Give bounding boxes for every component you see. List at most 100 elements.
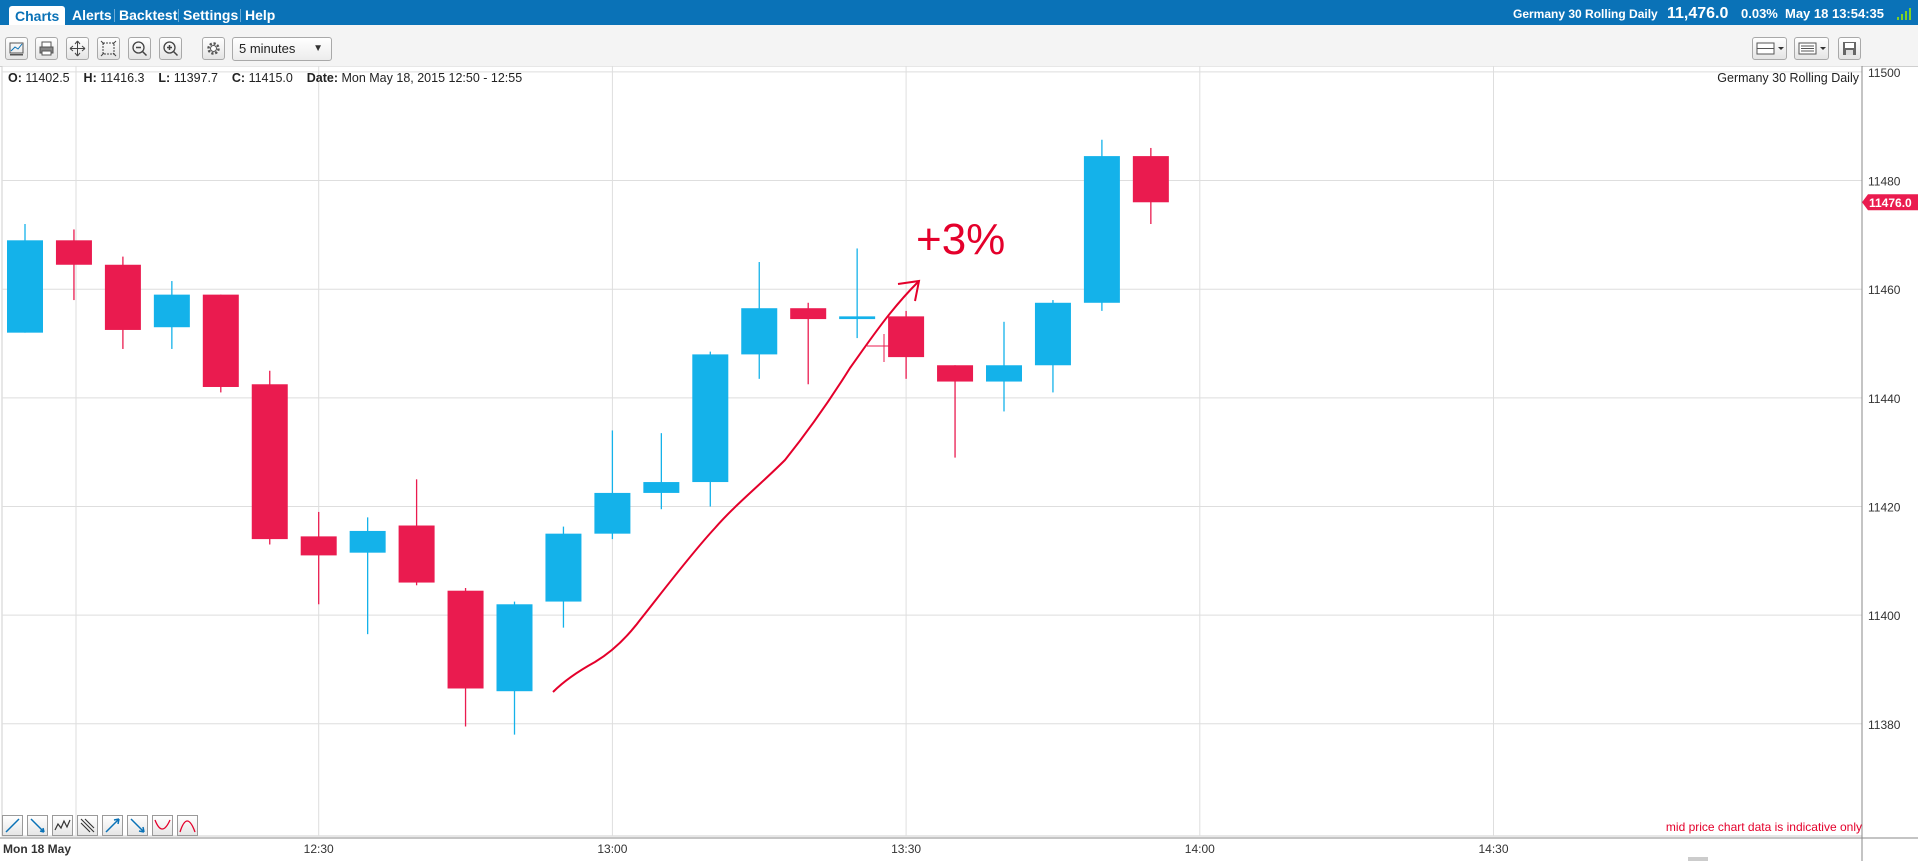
candle[interactable] xyxy=(153,281,190,349)
candle-body xyxy=(251,384,288,540)
candle[interactable] xyxy=(55,229,92,301)
y-tick-label: 11480 xyxy=(1868,175,1901,189)
ray-icon[interactable] xyxy=(27,815,48,836)
candle-body xyxy=(888,316,925,358)
tab-settings[interactable]: Settings xyxy=(183,7,239,23)
candle[interactable] xyxy=(741,262,778,379)
candle-body xyxy=(741,308,778,355)
candle-body xyxy=(692,354,729,483)
candle[interactable] xyxy=(986,321,1022,412)
layout-icon[interactable] xyxy=(1752,37,1787,60)
nav-separator xyxy=(178,9,179,22)
signal-icon xyxy=(1897,8,1911,20)
bell-icon[interactable] xyxy=(177,815,198,836)
chart-instrument-title: Germany 30 Rolling Daily xyxy=(1717,71,1859,85)
candle-body xyxy=(349,530,386,553)
low-label: L: xyxy=(158,71,171,85)
open-value: 11402.5 xyxy=(25,71,70,85)
trend-arrow-head xyxy=(897,279,921,302)
high-value: 11416.3 xyxy=(100,71,145,85)
ticker-change: 0.03% xyxy=(1741,6,1778,21)
candle[interactable] xyxy=(496,601,533,735)
tab-charts[interactable]: Charts xyxy=(9,6,66,25)
candle-body xyxy=(447,590,484,689)
disclaimer-text: mid price chart data is indicative only xyxy=(1665,820,1862,834)
candle-body xyxy=(1034,302,1071,366)
zoom-area-icon[interactable] xyxy=(97,37,120,60)
candle[interactable] xyxy=(643,433,680,510)
tab-backtest[interactable]: Backtest xyxy=(119,7,178,23)
annotation-label: +3% xyxy=(916,215,1005,264)
candle[interactable] xyxy=(1083,139,1120,311)
x-tick-label: 13:00 xyxy=(597,842,627,856)
candle[interactable] xyxy=(202,294,239,393)
y-tick-label: 11440 xyxy=(1868,392,1901,406)
candle[interactable] xyxy=(104,256,141,349)
candle[interactable] xyxy=(398,479,435,586)
candle[interactable] xyxy=(1034,300,1071,393)
candle-body xyxy=(839,316,876,320)
tab-alerts[interactable]: Alerts xyxy=(72,7,112,23)
trendline-icon[interactable] xyxy=(2,815,23,836)
candle[interactable] xyxy=(937,365,974,458)
x-tick-label: 12:30 xyxy=(304,842,334,856)
x-tick-label: 13:30 xyxy=(891,842,921,856)
list-icon[interactable] xyxy=(1794,37,1829,60)
chart-type-icon[interactable] xyxy=(5,37,28,60)
candle-body xyxy=(7,240,43,333)
close-label: C: xyxy=(231,71,246,85)
close-value: 11415.0 xyxy=(248,71,293,85)
zoom-in-icon[interactable] xyxy=(159,37,182,60)
candle[interactable] xyxy=(300,511,337,605)
tab-help[interactable]: Help xyxy=(245,7,276,23)
interval-select[interactable]: 5 minutes ▼ xyxy=(232,37,332,61)
candle-body xyxy=(937,365,974,382)
nav-separator xyxy=(114,9,115,22)
candle[interactable] xyxy=(7,224,43,333)
candle[interactable] xyxy=(1132,147,1169,225)
settings-gear-icon[interactable] xyxy=(202,37,225,60)
curve-icon[interactable] xyxy=(152,815,173,836)
candle-body xyxy=(300,536,337,556)
y-tick-label: 11420 xyxy=(1868,501,1901,515)
candle[interactable] xyxy=(888,310,925,379)
x-tick-label: 14:00 xyxy=(1185,842,1215,856)
candle-body xyxy=(1132,156,1169,203)
wave-icon[interactable] xyxy=(52,815,73,836)
candle-body xyxy=(104,264,141,330)
x-tick-label: 14:30 xyxy=(1478,842,1508,856)
top-nav-bar: Charts Alerts Backtest Settings Help Ger… xyxy=(0,0,1918,25)
candlestick-chart[interactable]: +3% 11380 11400 11420 11440 11460 11480 11500 M… xyxy=(0,66,1918,861)
candle[interactable] xyxy=(790,302,827,385)
save-icon[interactable] xyxy=(1838,37,1861,60)
y-tick-label: 11400 xyxy=(1868,609,1901,623)
candle[interactable] xyxy=(692,351,729,507)
interval-select-value: 5 minutes xyxy=(239,41,296,56)
line-up-icon[interactable] xyxy=(102,815,123,836)
chart-toolbar: 5 minutes ▼ xyxy=(0,25,1918,67)
candle-body xyxy=(1083,156,1120,303)
print-icon[interactable] xyxy=(35,37,58,60)
chevron-down-icon: ▼ xyxy=(313,43,323,54)
high-label: H: xyxy=(83,71,97,85)
candle-body xyxy=(153,294,190,328)
date-value: Mon May 18, 2015 12:50 - 12:55 xyxy=(341,71,523,85)
x-tick-label: Mon 18 May xyxy=(3,842,71,856)
candle[interactable] xyxy=(839,248,876,339)
zoom-out-icon[interactable] xyxy=(128,37,151,60)
candle-body xyxy=(202,294,239,387)
low-value: 11397.7 xyxy=(173,71,218,85)
candle[interactable] xyxy=(251,370,288,545)
y-tick-label: 11460 xyxy=(1868,283,1901,297)
candle[interactable] xyxy=(349,517,386,635)
candle[interactable] xyxy=(594,430,631,540)
line-down-icon[interactable] xyxy=(127,815,148,836)
scrollbar-thumb[interactable] xyxy=(1688,857,1708,861)
fib-icon[interactable] xyxy=(77,815,98,836)
candle-body xyxy=(55,240,92,265)
ticker-instrument: Germany 30 Rolling Daily xyxy=(1513,7,1658,21)
candle-body xyxy=(545,533,582,602)
candle[interactable] xyxy=(545,526,582,628)
candle[interactable] xyxy=(447,587,484,727)
pan-icon[interactable] xyxy=(66,37,89,60)
